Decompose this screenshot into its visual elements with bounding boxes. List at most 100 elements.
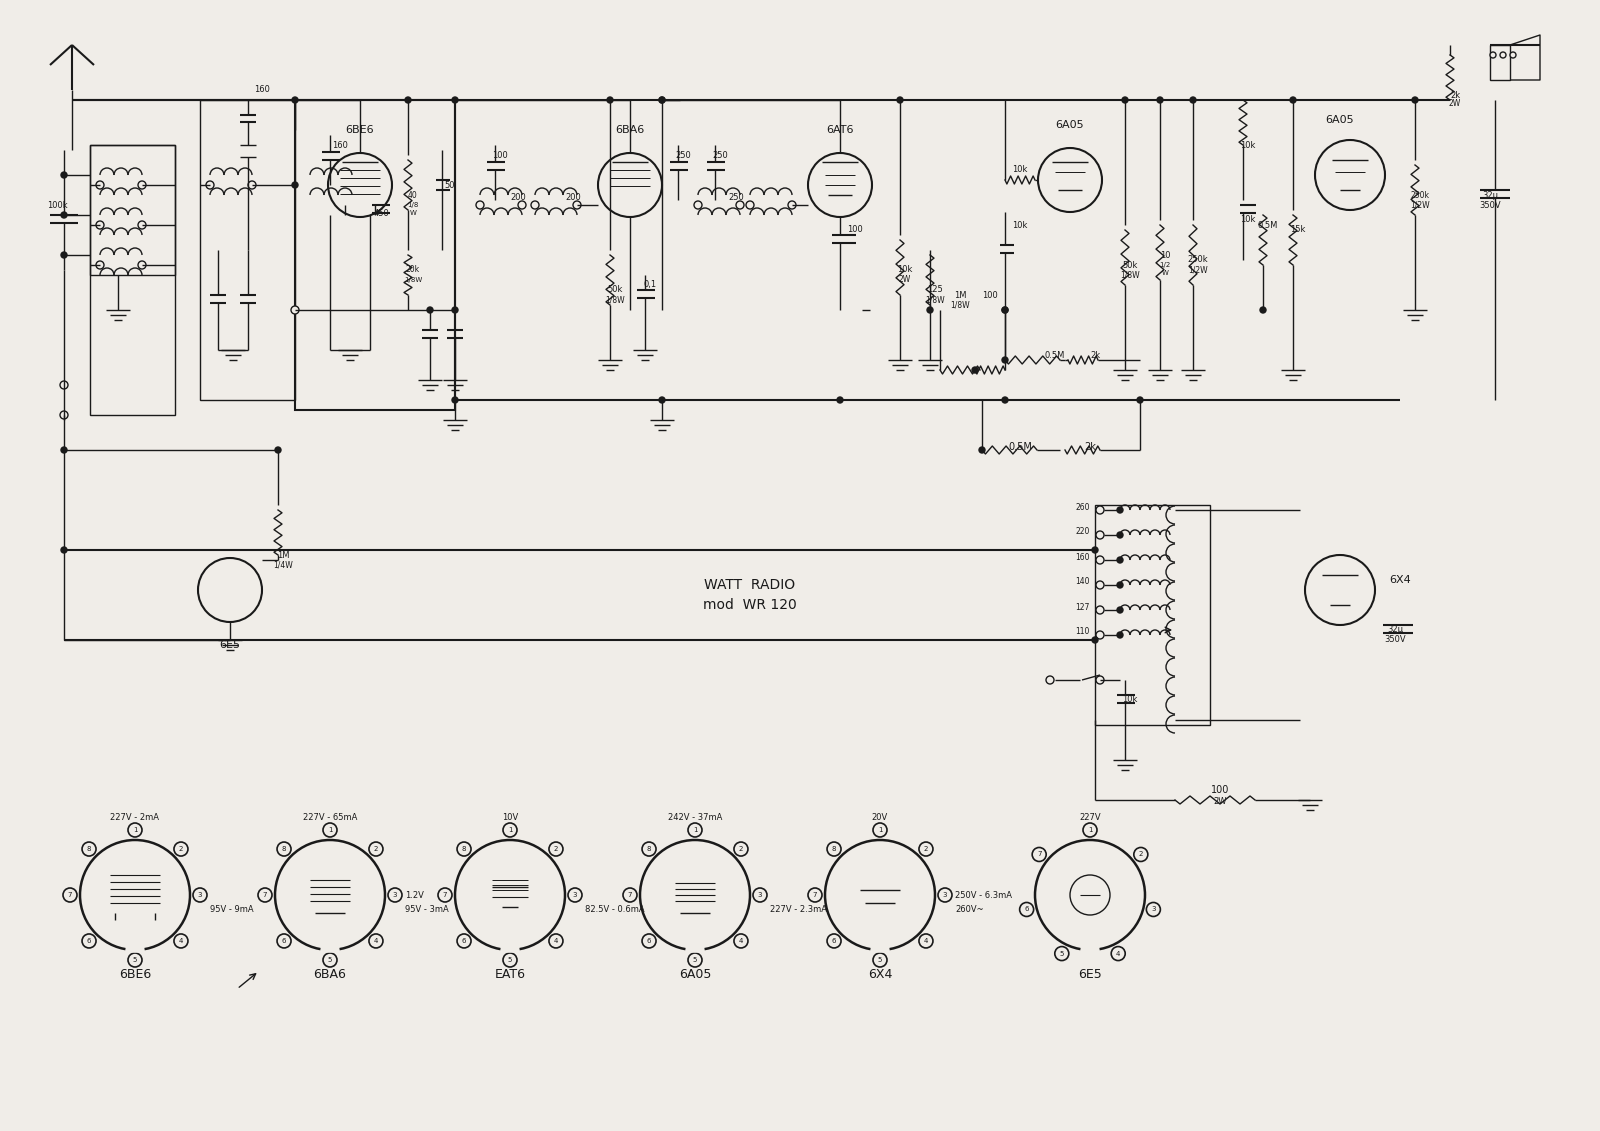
Text: 6: 6 [462, 938, 466, 944]
Text: 140: 140 [1075, 578, 1090, 587]
Circle shape [61, 547, 67, 553]
Text: 50k: 50k [608, 285, 622, 294]
Text: 3: 3 [1150, 906, 1155, 913]
Circle shape [736, 201, 744, 209]
Text: 160: 160 [254, 86, 270, 95]
Text: 160: 160 [1075, 553, 1090, 561]
Text: 6A05: 6A05 [1326, 115, 1354, 126]
Text: 2: 2 [179, 846, 182, 852]
Circle shape [61, 411, 67, 418]
Text: 4: 4 [374, 938, 378, 944]
Text: 7: 7 [813, 892, 818, 898]
Circle shape [1510, 52, 1517, 58]
Circle shape [61, 252, 67, 258]
Text: 260V~: 260V~ [955, 906, 984, 915]
Circle shape [531, 201, 539, 209]
Text: 8: 8 [646, 846, 651, 852]
Circle shape [1091, 547, 1098, 553]
Circle shape [1290, 97, 1296, 103]
Circle shape [1117, 532, 1123, 538]
Text: 2k: 2k [1085, 442, 1096, 452]
Text: 6BE6: 6BE6 [346, 126, 374, 135]
Text: 6BE6: 6BE6 [118, 968, 150, 982]
Circle shape [453, 397, 458, 403]
Circle shape [1096, 606, 1104, 614]
Text: 1/8W: 1/8W [605, 295, 626, 304]
Circle shape [138, 181, 146, 189]
Text: 6E5: 6E5 [219, 640, 240, 650]
Text: 40: 40 [408, 190, 418, 199]
Text: 250k: 250k [1187, 256, 1208, 265]
Text: 100: 100 [493, 150, 507, 159]
Bar [294, 100, 454, 411]
Circle shape [138, 261, 146, 269]
Text: 0,1: 0,1 [643, 280, 656, 290]
Text: 2: 2 [1139, 852, 1142, 857]
Text: 1/8W: 1/8W [403, 277, 422, 283]
Bar [90, 145, 174, 275]
Circle shape [96, 221, 104, 228]
Text: 160: 160 [333, 140, 347, 149]
Text: 2k: 2k [1090, 351, 1101, 360]
Text: 110: 110 [1075, 628, 1090, 637]
Text: 15k: 15k [1290, 225, 1306, 234]
Circle shape [1002, 307, 1008, 313]
Text: 6: 6 [1024, 906, 1029, 913]
Text: 2: 2 [923, 846, 928, 852]
Circle shape [898, 97, 902, 103]
Text: 1/2W: 1/2W [1410, 200, 1430, 209]
Circle shape [659, 97, 666, 103]
Text: 4: 4 [554, 938, 558, 944]
Circle shape [1117, 507, 1123, 513]
Text: 32µ: 32µ [1482, 190, 1498, 199]
Text: 20k: 20k [406, 266, 421, 275]
Text: 8: 8 [86, 846, 91, 852]
Text: 20V: 20V [872, 813, 888, 822]
Text: 10k: 10k [898, 266, 912, 275]
Circle shape [1096, 506, 1104, 513]
Text: 10: 10 [1160, 250, 1170, 259]
Text: 350V: 350V [1478, 200, 1501, 209]
Circle shape [1002, 307, 1008, 313]
Text: 6A05: 6A05 [678, 968, 710, 982]
Text: 2: 2 [374, 846, 378, 852]
Circle shape [1117, 607, 1123, 613]
Text: 6E5: 6E5 [1078, 968, 1102, 982]
Circle shape [61, 447, 67, 454]
Bar [1094, 506, 1210, 725]
Text: 6A05: 6A05 [1056, 120, 1085, 130]
Text: 200: 200 [510, 192, 526, 201]
Text: 6BA6: 6BA6 [314, 968, 347, 982]
Text: 3: 3 [758, 892, 762, 898]
Text: 50: 50 [445, 181, 456, 190]
Text: 200: 200 [565, 192, 581, 201]
Circle shape [1002, 397, 1008, 403]
Text: 4: 4 [179, 938, 182, 944]
Text: 2W: 2W [1450, 98, 1461, 107]
Text: 7: 7 [1037, 852, 1042, 857]
Text: 450: 450 [374, 208, 390, 217]
Text: 6X4: 6X4 [1389, 575, 1411, 585]
Text: 1: 1 [878, 827, 882, 834]
Text: 125: 125 [926, 285, 942, 294]
Text: 5: 5 [693, 957, 698, 962]
Circle shape [1096, 676, 1104, 684]
Text: 1: 1 [1088, 827, 1093, 834]
Text: 82.5V - 0.6mA: 82.5V - 0.6mA [586, 906, 645, 915]
Text: 10k: 10k [1240, 216, 1256, 224]
Text: 32µ: 32µ [1387, 625, 1403, 634]
Text: 3: 3 [392, 892, 397, 898]
Text: WATT  RADIO: WATT RADIO [704, 578, 795, 592]
Text: 1M: 1M [954, 291, 966, 300]
Text: 250: 250 [675, 150, 691, 159]
Text: 6AT6: 6AT6 [826, 126, 854, 135]
Text: 5: 5 [1059, 950, 1064, 957]
Text: 7: 7 [627, 892, 632, 898]
Circle shape [1122, 97, 1128, 103]
Text: 220: 220 [1075, 527, 1090, 536]
Text: 100: 100 [1211, 785, 1229, 795]
Text: W: W [1162, 270, 1168, 276]
Text: 2k: 2k [1450, 90, 1461, 100]
Circle shape [973, 366, 978, 373]
Text: 350V: 350V [1384, 636, 1406, 645]
